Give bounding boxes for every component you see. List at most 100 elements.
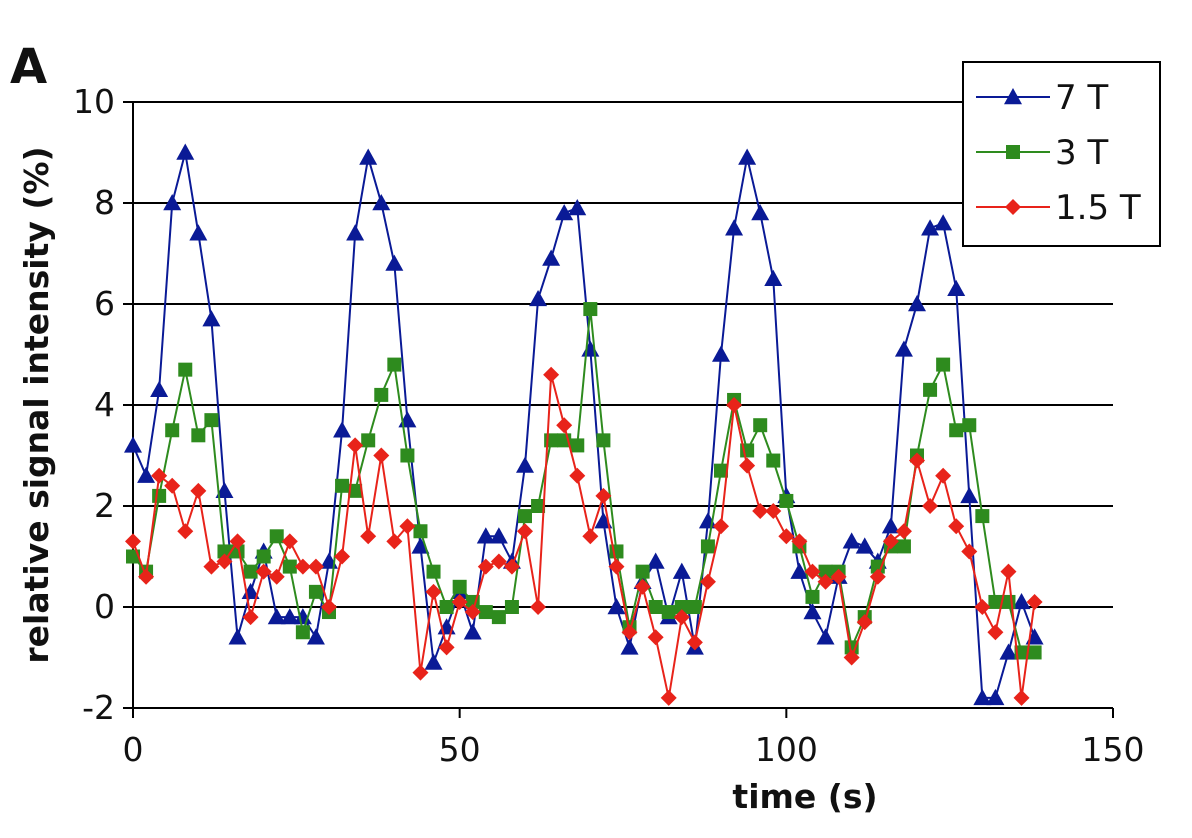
data-point [596,433,611,448]
x-tick-label: 50 [439,730,481,769]
data-point [491,610,506,625]
data-point [660,689,677,706]
data-point [555,204,574,221]
data-point [452,579,467,594]
series-line [132,152,1036,699]
data-point [359,148,378,165]
data-point [923,382,938,397]
data-point [634,578,651,595]
data-point [753,418,768,433]
data-point [620,638,639,655]
data-point [267,608,286,625]
data-point [739,457,756,474]
data-point [215,481,234,499]
data-point [895,523,912,540]
data-point [765,503,782,520]
data-point [686,634,703,651]
data-point [489,527,508,544]
data-point [518,509,532,524]
y-axis-title: relative signal intensity (%) [17,146,56,663]
data-point [150,380,169,398]
data-point [243,564,258,579]
legend-marker [1005,199,1021,215]
data-point [635,564,650,579]
data-point [647,629,664,646]
data-point [478,605,493,620]
data-point [176,143,195,160]
data-point [321,599,337,615]
data-point [374,387,389,402]
data-point [269,529,284,544]
legend: 7 T 3 T 1.5 T [962,61,1161,247]
data-point [713,518,729,535]
legend-marker [1006,145,1020,159]
data-point [934,214,953,231]
data-point [464,604,481,621]
data-point [385,254,404,271]
data-point [818,564,833,579]
data-point [687,600,702,614]
data-point [842,532,861,549]
data-point [517,523,533,540]
x-tick-label: 0 [123,730,144,769]
y-tick-label: 10 [73,82,115,121]
data-point [335,478,350,493]
data-point [152,488,167,503]
data-point [294,558,311,575]
data-point [282,559,297,574]
data-point [333,421,352,438]
data-point [229,533,246,550]
data-point [556,417,573,434]
data-point [791,533,808,550]
data-point [908,295,926,312]
data-point [451,593,468,610]
data-point [503,558,520,575]
legend-label: 7 T [1055,78,1108,118]
data-point [830,568,847,585]
data-point [178,362,193,377]
data-point [648,600,663,614]
data-point [163,194,182,211]
data-point [426,564,441,579]
y-tick-label: 2 [94,486,115,525]
data-point [672,562,691,579]
data-point [204,413,219,428]
data-point [307,558,324,575]
data-point [764,269,783,286]
data-point [790,562,809,579]
data-point [700,539,715,554]
data-point [373,447,390,464]
data-point [530,599,547,615]
data-point [570,438,585,453]
data-point [962,418,977,433]
data-point [779,493,794,508]
data-point [463,623,482,640]
y-tick-label: 8 [94,183,115,222]
data-point [191,428,206,443]
legend-marker [1004,88,1022,105]
data-point [346,224,365,241]
data-point [216,553,233,570]
data-point [228,628,247,645]
data-point [295,625,310,640]
data-point [960,486,979,504]
data-point [988,594,1003,609]
data-point [177,523,194,540]
y-tick-label: 0 [94,587,115,626]
data-point [165,423,180,438]
data-point [816,628,835,645]
data-point [411,537,430,554]
data-point [1012,592,1031,610]
data-point [582,528,599,545]
data-point [803,603,822,620]
data-point [947,279,966,297]
data-point [935,467,952,484]
data-point [125,533,141,550]
data-point [987,624,1004,641]
data-point [726,397,743,413]
data-point [543,366,560,383]
series-line [132,374,1036,699]
data-point [766,453,781,468]
data-point [477,558,494,575]
